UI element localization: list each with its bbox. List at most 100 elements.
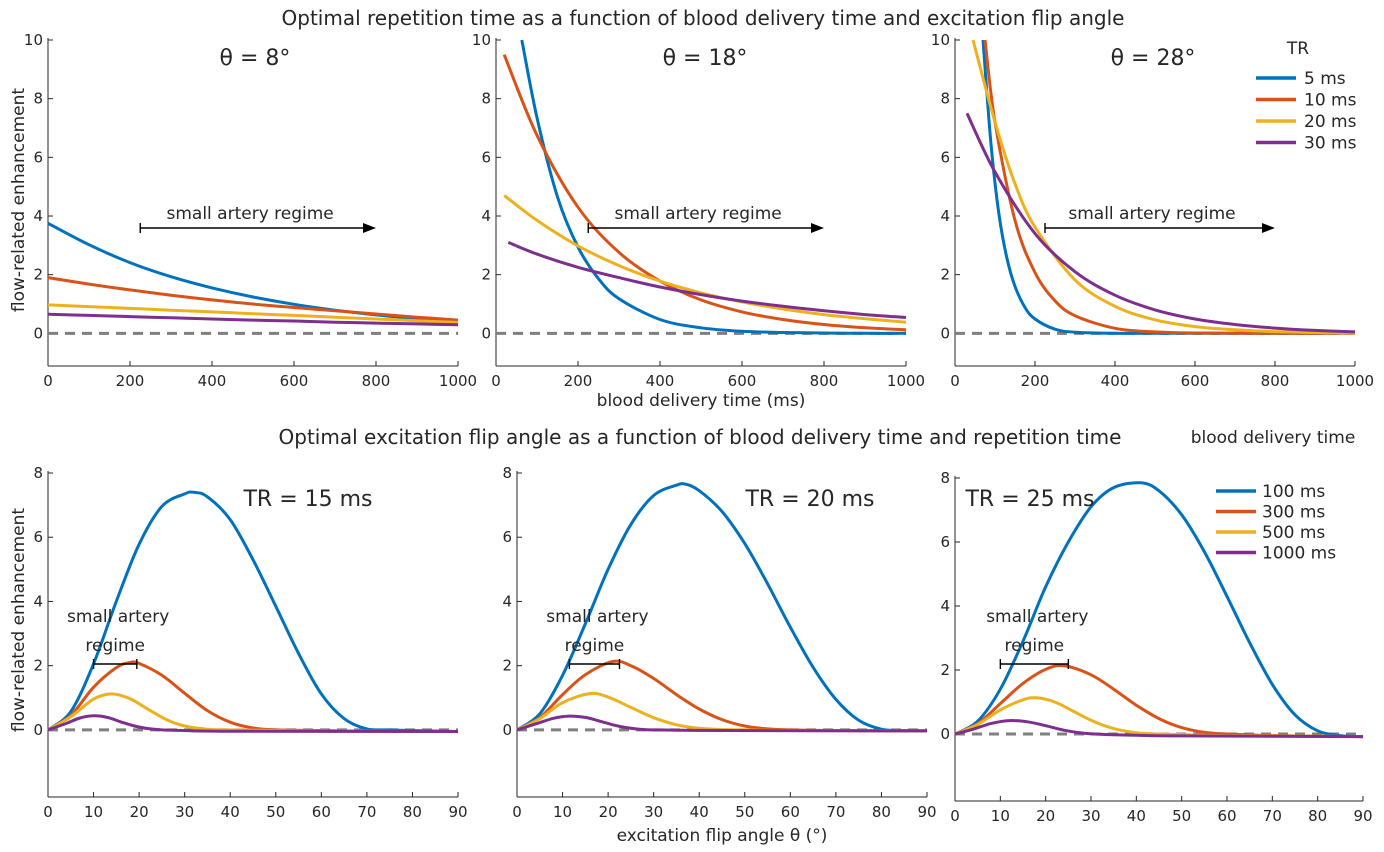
legend-label: 20 ms xyxy=(1304,112,1357,132)
x-tick-label: 80 xyxy=(1308,807,1327,825)
y-tick-label: 2 xyxy=(481,266,491,284)
y-tick-label: 10 xyxy=(931,31,950,49)
small-artery-regime-label: small artery regime xyxy=(166,204,333,224)
y-tick-label: 6 xyxy=(33,148,43,166)
series-line-100-ms xyxy=(47,490,459,733)
y-tick-label: 6 xyxy=(940,533,950,551)
y-tick-label: 0 xyxy=(33,721,43,739)
x-tick-label: 1000 xyxy=(439,372,477,390)
panel-title: TR = 20 ms xyxy=(744,487,874,512)
x-tick-label: 70 xyxy=(1263,807,1282,825)
y-tick-label: 4 xyxy=(481,207,491,225)
series-line-30-ms xyxy=(965,112,1356,334)
y-axis-label: flow-related enhancement xyxy=(9,88,29,312)
x-tick-label: 50 xyxy=(266,803,285,821)
y-tick-label: 0 xyxy=(940,725,950,743)
series-line-20-ms xyxy=(503,194,907,324)
x-axis-label: blood delivery time (ms) xyxy=(597,391,806,411)
x-tick-label: 10 xyxy=(84,803,103,821)
chart-panel-top-1: 0 2 4 6 8 10 0 200 400 600 800 1000 θ = 8° small arte… xyxy=(9,31,477,390)
series-line-30-ms xyxy=(47,312,459,327)
x-tick-label: 800 xyxy=(362,372,391,390)
arrow-head-icon xyxy=(811,223,824,233)
small-artery-regime-label: small artery xyxy=(67,607,169,627)
x-tick-label: 60 xyxy=(312,803,331,821)
y-tick-label: 0 xyxy=(940,324,950,342)
y-tick-label: 2 xyxy=(940,266,950,284)
x-tick-label: 10 xyxy=(553,803,572,821)
x-tick-label: 40 xyxy=(690,803,709,821)
y-tick-label: 2 xyxy=(33,657,43,675)
series-line-1000-ms xyxy=(954,719,1364,739)
small-artery-regime-label: small artery xyxy=(986,607,1088,627)
x-tick-label: 600 xyxy=(728,372,757,390)
series-line-30-ms xyxy=(507,241,907,319)
y-tick-label: 8 xyxy=(33,464,43,482)
panel-title: θ = 28° xyxy=(1111,46,1196,71)
series-line-1000-ms xyxy=(47,714,459,733)
panel-title: TR = 25 ms xyxy=(964,487,1094,512)
y-axis-label: flow-related enhancement xyxy=(9,508,29,732)
x-tick-label: 90 xyxy=(448,803,467,821)
y-tick-label: 8 xyxy=(940,469,950,487)
x-tick-label: 200 xyxy=(564,372,593,390)
x-tick-label: 400 xyxy=(646,372,675,390)
small-artery-regime-label: small artery xyxy=(546,607,648,627)
y-tick-label: 4 xyxy=(33,207,43,225)
series-line-1000-ms xyxy=(516,714,928,733)
y-tick-label: 10 xyxy=(24,31,43,49)
y-tick-label: 10 xyxy=(472,31,491,49)
x-tick-label: 0 xyxy=(950,807,960,825)
y-tick-label: 0 xyxy=(481,324,491,342)
top-row-title: Optimal repetition time as a function of… xyxy=(282,6,1125,30)
y-tick-label: 6 xyxy=(940,148,950,166)
x-tick-label: 30 xyxy=(644,803,663,821)
series-line-20-ms xyxy=(47,303,459,324)
x-tick-label: 70 xyxy=(357,803,376,821)
legend-label: 300 ms xyxy=(1262,503,1325,523)
x-tick-label: 60 xyxy=(781,803,800,821)
x-tick-label: 80 xyxy=(403,803,422,821)
x-tick-label: 10 xyxy=(991,807,1010,825)
x-tick-label: 0 xyxy=(43,803,53,821)
x-tick-label: 50 xyxy=(1172,807,1191,825)
x-tick-label: 800 xyxy=(810,372,839,390)
legend-title: TR xyxy=(1286,39,1309,59)
x-tick-label: 600 xyxy=(280,372,309,390)
y-tick-label: 4 xyxy=(940,207,950,225)
x-tick-label: 70 xyxy=(826,803,845,821)
y-tick-label: 6 xyxy=(502,528,512,546)
series-line-500-ms xyxy=(47,692,459,733)
x-tick-label: 200 xyxy=(1021,372,1050,390)
y-tick-label: 4 xyxy=(33,592,43,610)
panel-title: θ = 8° xyxy=(220,46,291,71)
x-tick-label: 0 xyxy=(43,372,53,390)
y-tick-label: 0 xyxy=(502,721,512,739)
series-line-300-ms xyxy=(47,660,459,733)
legend-label: 1000 ms xyxy=(1262,544,1336,564)
x-tick-label: 80 xyxy=(872,803,891,821)
x-tick-label: 0 xyxy=(491,372,501,390)
x-tick-label: 0 xyxy=(950,372,960,390)
x-tick-label: 90 xyxy=(917,803,936,821)
series-line-100-ms xyxy=(954,481,1364,739)
y-tick-label: 4 xyxy=(502,592,512,610)
series-line-10-ms xyxy=(47,276,459,322)
series-line-10-ms xyxy=(502,54,907,332)
legend-label: 100 ms xyxy=(1262,482,1325,502)
x-tick-label: 20 xyxy=(1036,807,1055,825)
arrow-head-icon xyxy=(363,223,376,233)
chart-panel-top-2: 0 2 4 6 8 10 0 200 400 600 800 1000 θ = 18° small art… xyxy=(472,31,925,411)
x-tick-label: 0 xyxy=(512,803,522,821)
x-axis-label: excitation flip angle θ (°) xyxy=(617,826,828,846)
legend-label: 5 ms xyxy=(1304,69,1346,89)
arrow-head-icon xyxy=(1262,223,1275,233)
x-tick-label: 600 xyxy=(1181,372,1210,390)
series-line-300-ms xyxy=(954,664,1364,739)
x-tick-label: 1000 xyxy=(1336,372,1374,390)
x-tick-label: 20 xyxy=(130,803,149,821)
x-tick-label: 200 xyxy=(116,372,145,390)
y-tick-label: 2 xyxy=(33,266,43,284)
